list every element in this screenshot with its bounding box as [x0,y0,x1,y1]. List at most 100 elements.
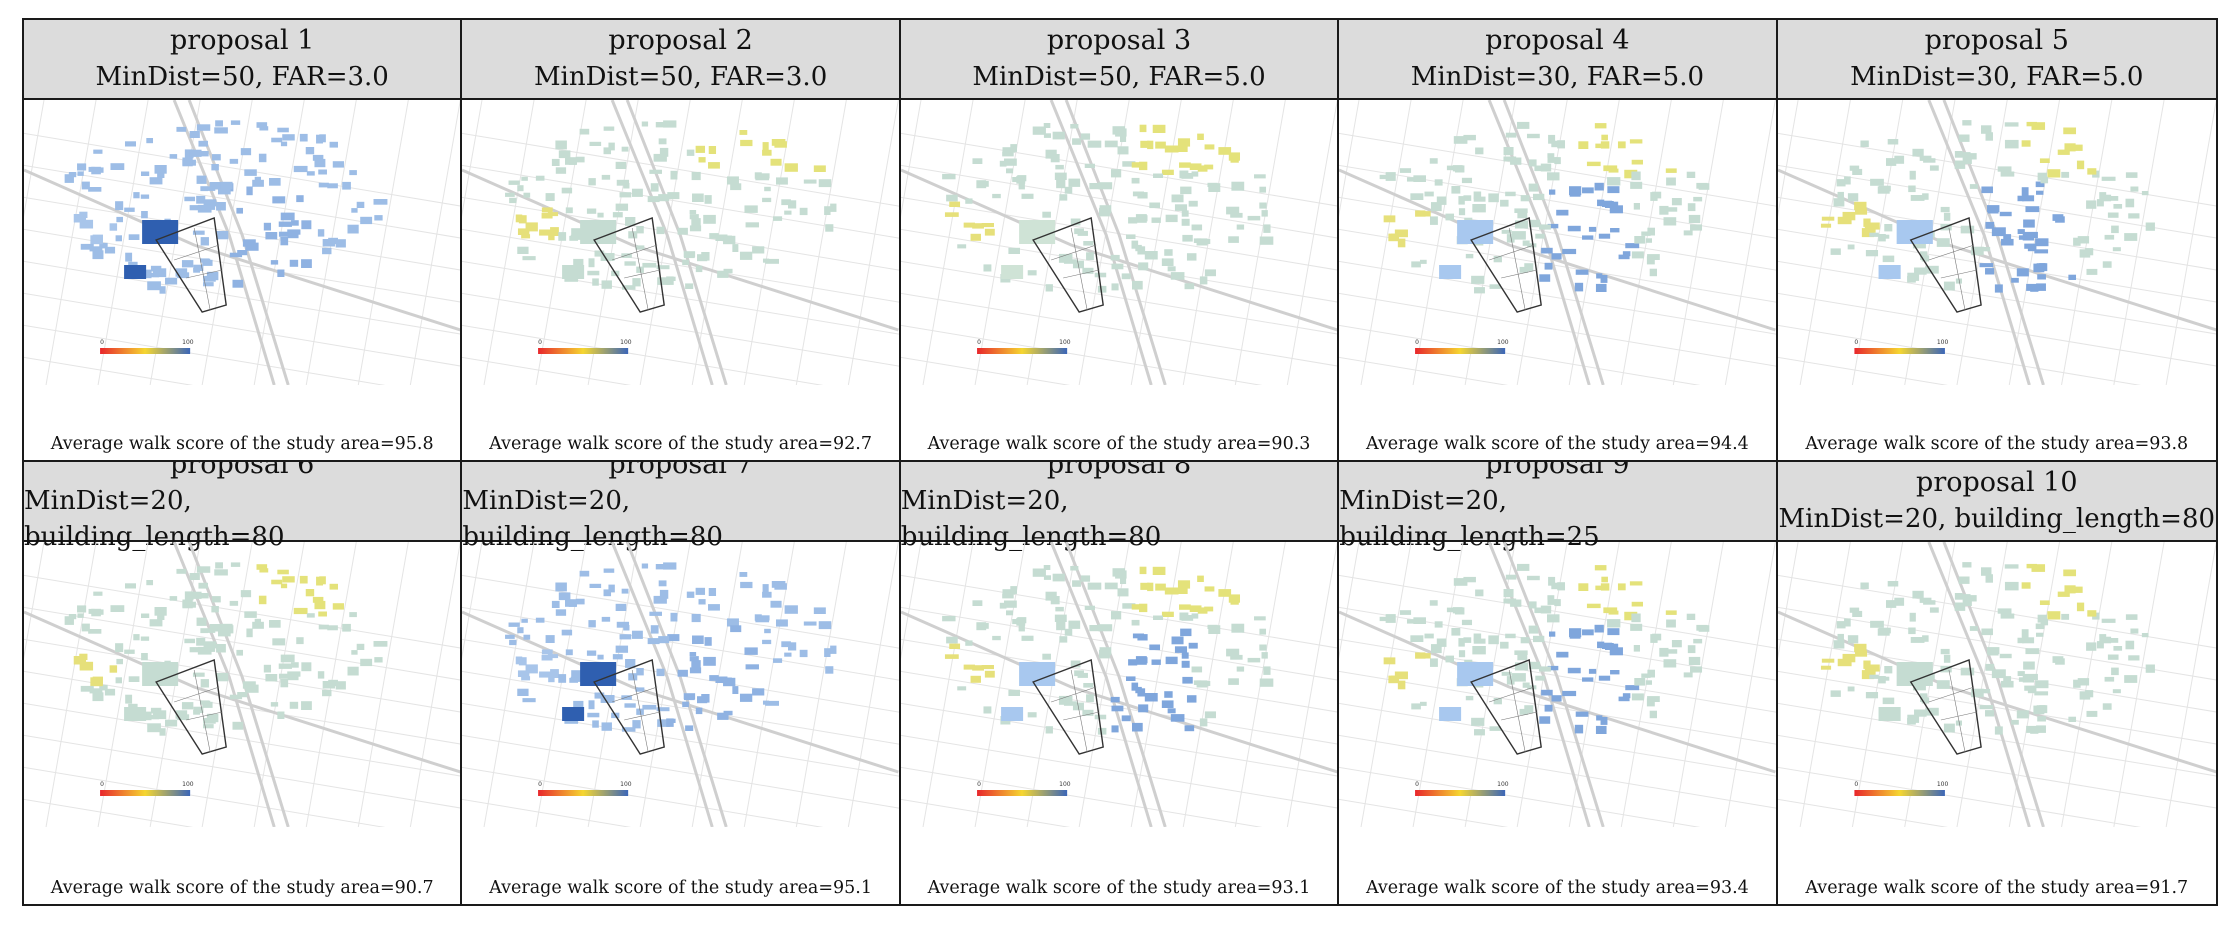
legend-min-label: 0 [100,781,104,788]
panel-caption: Average walk score of the study area=90.… [927,434,1311,454]
proposal-panel: proposal 7 MinDist=20, building_length=8… [462,462,901,904]
proposal-panel: proposal 3 MinDist=50, FAR=5.0 0 100 Aver… [900,20,1340,462]
legend-colorbar [976,790,1067,796]
study-area-outline [1031,217,1104,313]
panel-params: MinDist=50, FAR=3.0 [533,62,828,92]
proposal-panel: proposal 8 MinDist=20, building_length=8… [900,462,1340,904]
panel-title: proposal 9 [1485,462,1630,480]
proposal-panel: proposal 4 MinDist=30, FAR=5.0 0 100 Aver… [1339,20,1778,462]
legend-max-label: 100 [621,781,633,788]
legend-colorbar [1854,348,1945,354]
building-layer [1820,562,2155,735]
map-svg: 0 100 [1777,542,2216,827]
study-area-outline [155,659,227,755]
legend-min-label: 0 [1415,781,1419,788]
walk-score-map: 0 100 [1777,542,2216,827]
legend-min-label: 0 [977,339,981,346]
study-area-subdivision [612,227,661,311]
walk-score-map: 0 100 [462,542,899,827]
legend-max-label: 100 [1059,781,1071,788]
panel-header: proposal 3 MinDist=50, FAR=5.0 [900,20,1338,100]
study-area-outline [1031,659,1104,755]
panel-params: MinDist=50, FAR=3.0 [95,62,389,92]
map-svg: 0 100 [1777,100,2216,385]
study-area-outline [1470,659,1543,755]
main-roads [1777,100,2216,385]
map-svg: 0 100 [24,100,461,385]
panel-header: proposal 2 MinDist=50, FAR=3.0 [462,20,899,100]
panel-caption: Average walk score of the study area=95.… [50,434,434,454]
study-area-outline [155,217,227,313]
study-area-outline [1470,217,1543,313]
legend-max-label: 100 [1059,339,1071,346]
legend-colorbar [538,348,629,354]
panel-header: proposal 8 MinDist=20, building_length=8… [900,462,1338,552]
panel-title: proposal 7 [608,462,753,480]
panel-params: MinDist=50, FAR=5.0 [972,62,1266,92]
panel-params: MinDist=20, building_length=80 [900,486,1162,552]
walk-score-map: 0 100 [1339,542,1776,827]
street-grid [462,542,899,827]
panel-params: MinDist=30, FAR=5.0 [1410,62,1705,92]
map-svg: 0 100 [24,542,461,827]
panel-title: proposal 6 [170,462,315,480]
legend-min-label: 0 [538,781,542,788]
study-area-subdivision [1489,227,1538,311]
building-layer [64,562,388,736]
main-roads [24,100,461,385]
map-svg: 0 100 [900,100,1338,385]
panel-params: MinDist=20, building_length=80 [1778,504,2216,534]
legend-min-label: 0 [1854,339,1858,346]
proposal-panel: proposal 2 MinDist=50, FAR=3.0 0 100 Aver… [462,20,901,462]
panel-params: MinDist=20, building_length=80 [24,486,285,552]
study-area-subdivision [1050,227,1100,311]
main-roads [462,542,899,827]
street-grid [900,100,1338,385]
panel-title: proposal 3 [1046,25,1192,56]
panel-caption: Average walk score of the study area=93.… [1805,434,2189,454]
panel-header: proposal 5 MinDist=30, FAR=5.0 [1777,20,2216,100]
panel-caption: Average walk score of the study area=93.… [927,878,1311,898]
legend-min-label: 0 [1854,781,1858,788]
building-layer [1379,563,1710,736]
panel-params: MinDist=20, building_length=25 [1339,486,1600,552]
street-grid [1777,100,2216,385]
legend-colorbar [100,790,191,796]
panel-header: proposal 1 MinDist=50, FAR=3.0 [24,20,461,100]
legend-min-label: 0 [538,339,542,346]
building-layer [1820,120,2155,293]
study-area-outline [593,217,666,313]
proposal-comparison-grid: proposal 1 MinDist=50, FAR=3.0 0 100 Aver… [22,18,2218,906]
panel-caption: Average walk score of the study area=95.… [489,878,872,898]
map-svg: 0 100 [462,542,899,827]
panel-header: proposal 7 MinDist=20, building_length=8… [462,462,899,552]
study-area-subdivision [612,669,661,753]
legend-max-label: 100 [1497,339,1509,346]
legend-min-label: 0 [100,339,104,346]
map-svg: 0 100 [1339,542,1776,827]
study-area-subdivision [1928,669,1977,753]
panel-title: proposal 4 [1485,25,1630,56]
proposal-panel: proposal 1 MinDist=50, FAR=3.0 0 100 Aver… [24,20,463,462]
panel-caption: Average walk score of the study area=92.… [489,434,872,454]
legend-max-label: 100 [1497,781,1509,788]
walk-score-map: 0 100 [1339,100,1776,385]
building-layer [941,565,1274,735]
map-svg: 0 100 [462,100,899,385]
street-grid [462,100,899,385]
study-area-outline [1909,217,1982,313]
panel-header: proposal 4 MinDist=30, FAR=5.0 [1339,20,1776,100]
proposal-panel: proposal 9 MinDist=20, building_length=2… [1339,462,1778,904]
legend-colorbar [1854,790,1945,796]
walk-score-map: 0 100 [462,100,899,385]
panel-title: proposal 5 [1924,25,2069,56]
panel-caption: Average walk score of the study area=91.… [1805,878,2189,898]
walk-score-map: 0 100 [900,542,1338,827]
walk-score-map: 0 100 [24,542,461,827]
legend-max-label: 100 [1936,339,1948,346]
street-grid [24,542,461,827]
proposal-panel: proposal 5 MinDist=30, FAR=5.0 0 100 Aver… [1777,20,2216,462]
study-area-subdivision [174,669,223,753]
legend-colorbar [1415,348,1506,354]
map-svg: 0 100 [900,542,1338,827]
